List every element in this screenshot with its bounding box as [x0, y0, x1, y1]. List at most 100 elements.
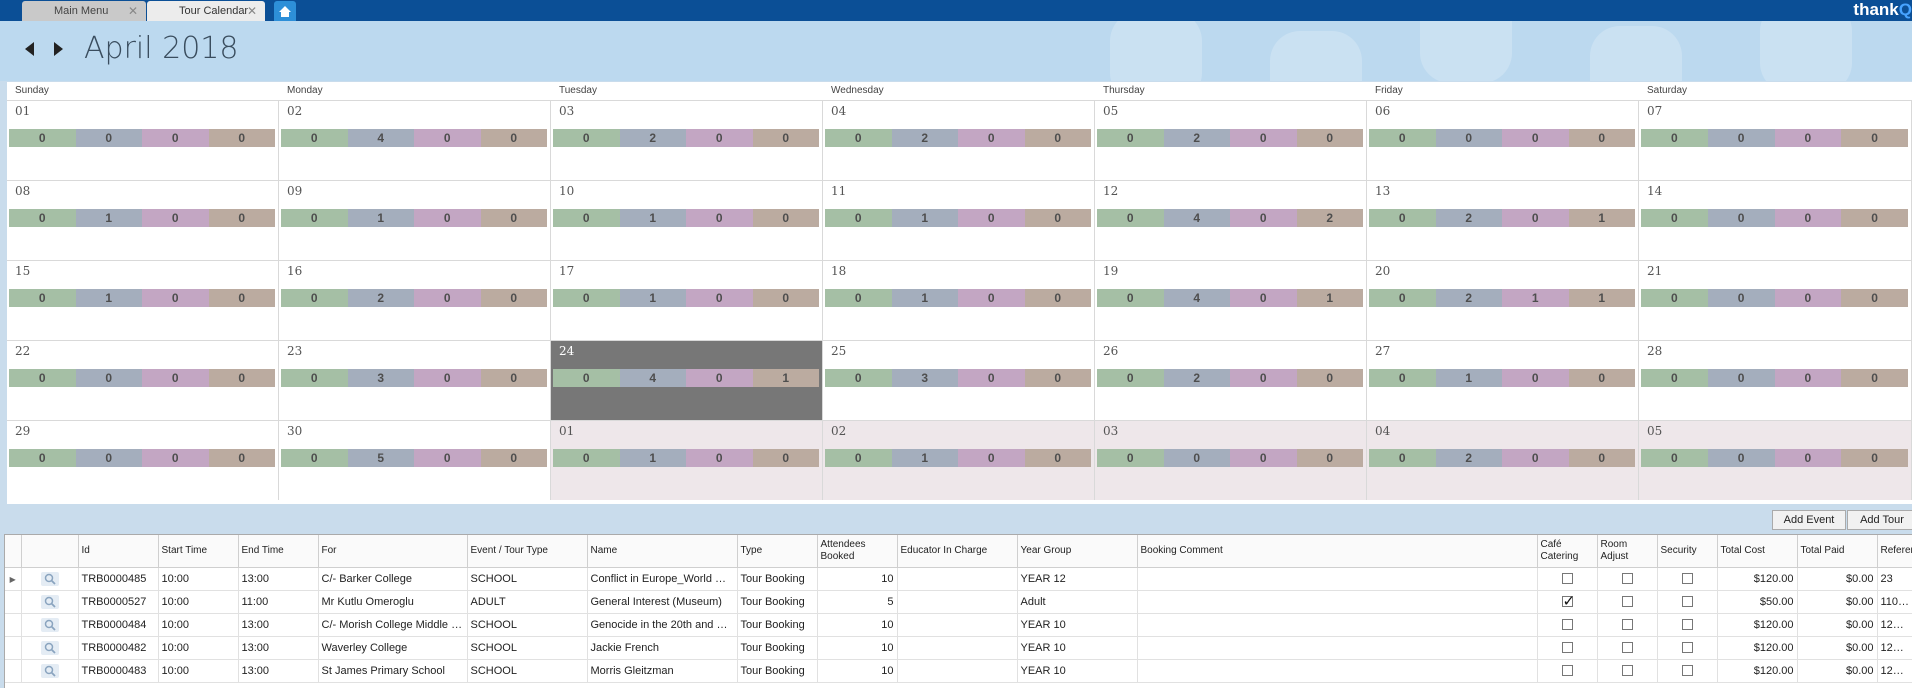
- booking-count[interactable]: 2: [347, 289, 414, 307]
- calendar-day-cell[interactable]: 01 0 0 0 0: [7, 100, 279, 180]
- table-row[interactable]: TRB0000483 10:00 13:00 St James Primary Sch…: [5, 659, 1912, 683]
- booking-count[interactable]: 4: [1163, 289, 1230, 307]
- booking-count[interactable]: 0: [553, 449, 620, 467]
- booking-count[interactable]: 0: [1707, 209, 1775, 227]
- booking-count[interactable]: 0: [1024, 209, 1091, 227]
- booking-count[interactable]: 0: [142, 369, 209, 387]
- column-header[interactable]: Event / Tour Type: [467, 535, 588, 568]
- booking-count[interactable]: 0: [1296, 449, 1363, 467]
- booking-count[interactable]: 0: [1774, 129, 1842, 147]
- calendar-day-cell[interactable]: 11 0 1 0 0: [823, 180, 1095, 260]
- security-checkbox[interactable]: [1681, 596, 1693, 608]
- booking-count[interactable]: 1: [1435, 369, 1502, 387]
- booking-count[interactable]: 1: [752, 369, 819, 387]
- room-checkbox[interactable]: [1621, 573, 1633, 585]
- booking-count[interactable]: 2: [891, 129, 958, 147]
- booking-count[interactable]: 0: [208, 289, 275, 307]
- booking-count[interactable]: 0: [686, 449, 753, 467]
- magnifier-icon[interactable]: [40, 663, 59, 678]
- column-header[interactable]: Type: [737, 535, 818, 568]
- booking-count[interactable]: 0: [9, 209, 76, 227]
- booking-count[interactable]: 0: [1163, 449, 1230, 467]
- column-header[interactable]: Total Paid: [1797, 535, 1878, 568]
- booking-count[interactable]: 0: [208, 449, 275, 467]
- booking-count[interactable]: 0: [1230, 449, 1297, 467]
- booking-count[interactable]: 2: [1435, 289, 1502, 307]
- booking-count[interactable]: 0: [686, 129, 753, 147]
- booking-count[interactable]: 0: [958, 449, 1025, 467]
- security-checkbox[interactable]: [1681, 665, 1693, 677]
- booking-count[interactable]: 0: [281, 129, 348, 147]
- calendar-day-cell[interactable]: 27 0 1 0 0: [1367, 340, 1639, 420]
- booking-count[interactable]: 0: [752, 209, 819, 227]
- room-checkbox[interactable]: [1621, 619, 1633, 631]
- booking-count[interactable]: 0: [1097, 369, 1164, 387]
- calendar-day-cell[interactable]: 26 0 2 0 0: [1095, 340, 1367, 420]
- cafe-checkbox[interactable]: [1561, 642, 1573, 654]
- column-header[interactable]: Total Cost: [1717, 535, 1798, 568]
- booking-count[interactable]: 2: [1435, 449, 1502, 467]
- booking-count[interactable]: 0: [1230, 209, 1297, 227]
- column-header[interactable]: End Time: [238, 535, 319, 568]
- column-header[interactable]: Name: [587, 535, 738, 568]
- booking-count[interactable]: 0: [825, 209, 892, 227]
- booking-count[interactable]: 2: [1163, 129, 1230, 147]
- booking-count[interactable]: 0: [208, 209, 275, 227]
- booking-count[interactable]: 0: [281, 369, 348, 387]
- calendar-day-cell[interactable]: 16 0 2 0 0: [279, 260, 551, 340]
- booking-count[interactable]: 0: [825, 449, 892, 467]
- booking-count[interactable]: 0: [1502, 369, 1569, 387]
- calendar-day-cell[interactable]: 23 0 3 0 0: [279, 340, 551, 420]
- booking-count[interactable]: 2: [1435, 209, 1502, 227]
- booking-count[interactable]: 1: [891, 209, 958, 227]
- cafe-checkbox[interactable]: [1561, 592, 1575, 610]
- booking-count[interactable]: 0: [1024, 129, 1091, 147]
- calendar-day-cell[interactable]: 12 0 4 0 2: [1095, 180, 1367, 260]
- column-header[interactable]: Year Group: [1017, 535, 1138, 568]
- booking-count[interactable]: 0: [480, 289, 547, 307]
- view-details-cell[interactable]: [21, 590, 79, 614]
- booking-count[interactable]: 0: [553, 289, 620, 307]
- booking-count[interactable]: 0: [1369, 449, 1436, 467]
- booking-count[interactable]: 0: [553, 209, 620, 227]
- booking-count[interactable]: 0: [825, 289, 892, 307]
- calendar-day-cell[interactable]: 22 0 0 0 0: [7, 340, 279, 420]
- booking-count[interactable]: 0: [142, 289, 209, 307]
- booking-count[interactable]: 0: [958, 289, 1025, 307]
- close-icon[interactable]: ✕: [246, 4, 257, 18]
- booking-count[interactable]: 0: [1369, 129, 1436, 147]
- booking-count[interactable]: 0: [1024, 449, 1091, 467]
- calendar-day-cell[interactable]: 05 0 0 0 0: [1639, 420, 1912, 500]
- calendar-day-cell[interactable]: 15 0 1 0 0: [7, 260, 279, 340]
- booking-count[interactable]: 0: [208, 369, 275, 387]
- booking-count[interactable]: 0: [414, 369, 481, 387]
- booking-count[interactable]: 0: [1774, 289, 1842, 307]
- booking-count[interactable]: 0: [1024, 289, 1091, 307]
- booking-count[interactable]: 1: [1296, 289, 1363, 307]
- column-header[interactable]: Booking Comment: [1137, 535, 1538, 568]
- booking-count[interactable]: 0: [1369, 369, 1436, 387]
- room-checkbox[interactable]: [1621, 642, 1633, 654]
- home-tab[interactable]: [274, 1, 296, 21]
- booking-count[interactable]: 0: [480, 129, 547, 147]
- column-header[interactable]: Room Adjust: [1597, 535, 1658, 568]
- close-icon[interactable]: ✕: [127, 4, 138, 18]
- booking-count[interactable]: 4: [619, 369, 686, 387]
- booking-count[interactable]: 0: [1502, 209, 1569, 227]
- table-row[interactable]: TRB0000482 10:00 13:00 Waverley College SCHO…: [5, 636, 1912, 660]
- column-header[interactable]: Attendees Booked: [817, 535, 898, 568]
- calendar-day-cell[interactable]: 04 0 2 0 0: [823, 100, 1095, 180]
- booking-count[interactable]: 0: [825, 129, 892, 147]
- tab-tour-calendar[interactable]: Tour Calendar ✕: [147, 1, 265, 21]
- booking-count[interactable]: 0: [1024, 369, 1091, 387]
- booking-count[interactable]: 0: [1774, 449, 1842, 467]
- booking-count[interactable]: 0: [281, 449, 348, 467]
- magnifier-icon[interactable]: [40, 617, 59, 632]
- booking-count[interactable]: 1: [619, 289, 686, 307]
- booking-count[interactable]: 0: [1435, 129, 1502, 147]
- booking-count[interactable]: 1: [619, 209, 686, 227]
- calendar-day-cell[interactable]: 03 0 0 0 0: [1095, 420, 1367, 500]
- booking-count[interactable]: 0: [686, 209, 753, 227]
- booking-count[interactable]: 0: [1841, 449, 1908, 467]
- room-checkbox[interactable]: [1621, 665, 1633, 677]
